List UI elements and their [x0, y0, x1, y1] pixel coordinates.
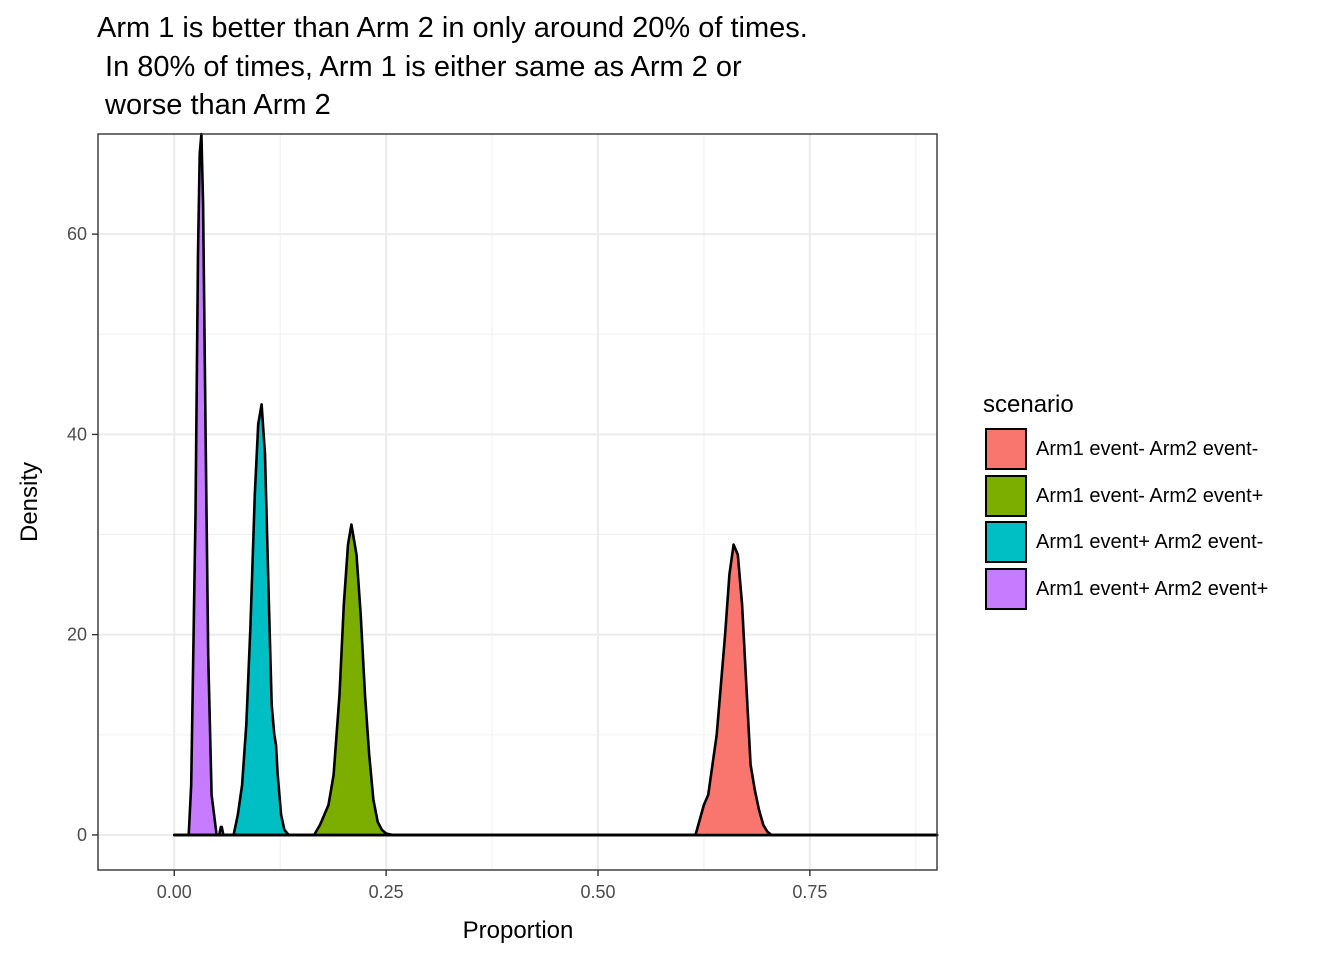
- density-area-3: [173, 523, 939, 837]
- plot-panel-background: [98, 134, 937, 870]
- density-area-2: [173, 403, 939, 837]
- legend-key: [985, 474, 1027, 517]
- x-axis: 0.00 0.25 0.50 0.75: [157, 870, 827, 902]
- legend-label: Arm1 event- Arm2 event+: [1036, 484, 1264, 507]
- chart-title-line-3: worse than Arm 2: [97, 89, 331, 121]
- y-axis-title: Density: [16, 462, 43, 542]
- y-tick-label: 40: [67, 424, 87, 444]
- x-tick-label: 0.25: [369, 882, 404, 902]
- legend-label: Arm1 event+ Arm2 event+: [1036, 577, 1269, 600]
- y-tick-label: 20: [67, 625, 87, 645]
- legend-label: Arm1 event+ Arm2 event-: [1036, 531, 1264, 553]
- chart-title-line-1: Arm 1 is better than Arm 2 in only aroun…: [97, 12, 808, 44]
- x-tick-label: 0.00: [157, 882, 192, 902]
- legend-key: [985, 428, 1027, 470]
- x-axis-title: Proportion: [463, 917, 574, 944]
- legend-key: [985, 567, 1027, 610]
- legend-title: scenario: [983, 391, 1074, 418]
- grid-minor: [98, 134, 937, 870]
- legend-key: [985, 521, 1027, 563]
- x-tick-label: 0.75: [792, 882, 827, 902]
- y-tick-label: 0: [77, 825, 87, 845]
- density-series: [173, 132, 939, 837]
- plot-panel-border: [97, 133, 938, 871]
- y-axis: 0 20 40 60: [67, 224, 98, 845]
- legend-label: Arm1 event- Arm2 event-: [1036, 438, 1259, 460]
- density-area-4: [173, 543, 939, 837]
- y-tick-label: 60: [67, 224, 87, 244]
- x-tick-label: 0.50: [580, 882, 615, 902]
- chart-title-line-2: In 80% of times, Arm 1 is either same as…: [97, 51, 742, 83]
